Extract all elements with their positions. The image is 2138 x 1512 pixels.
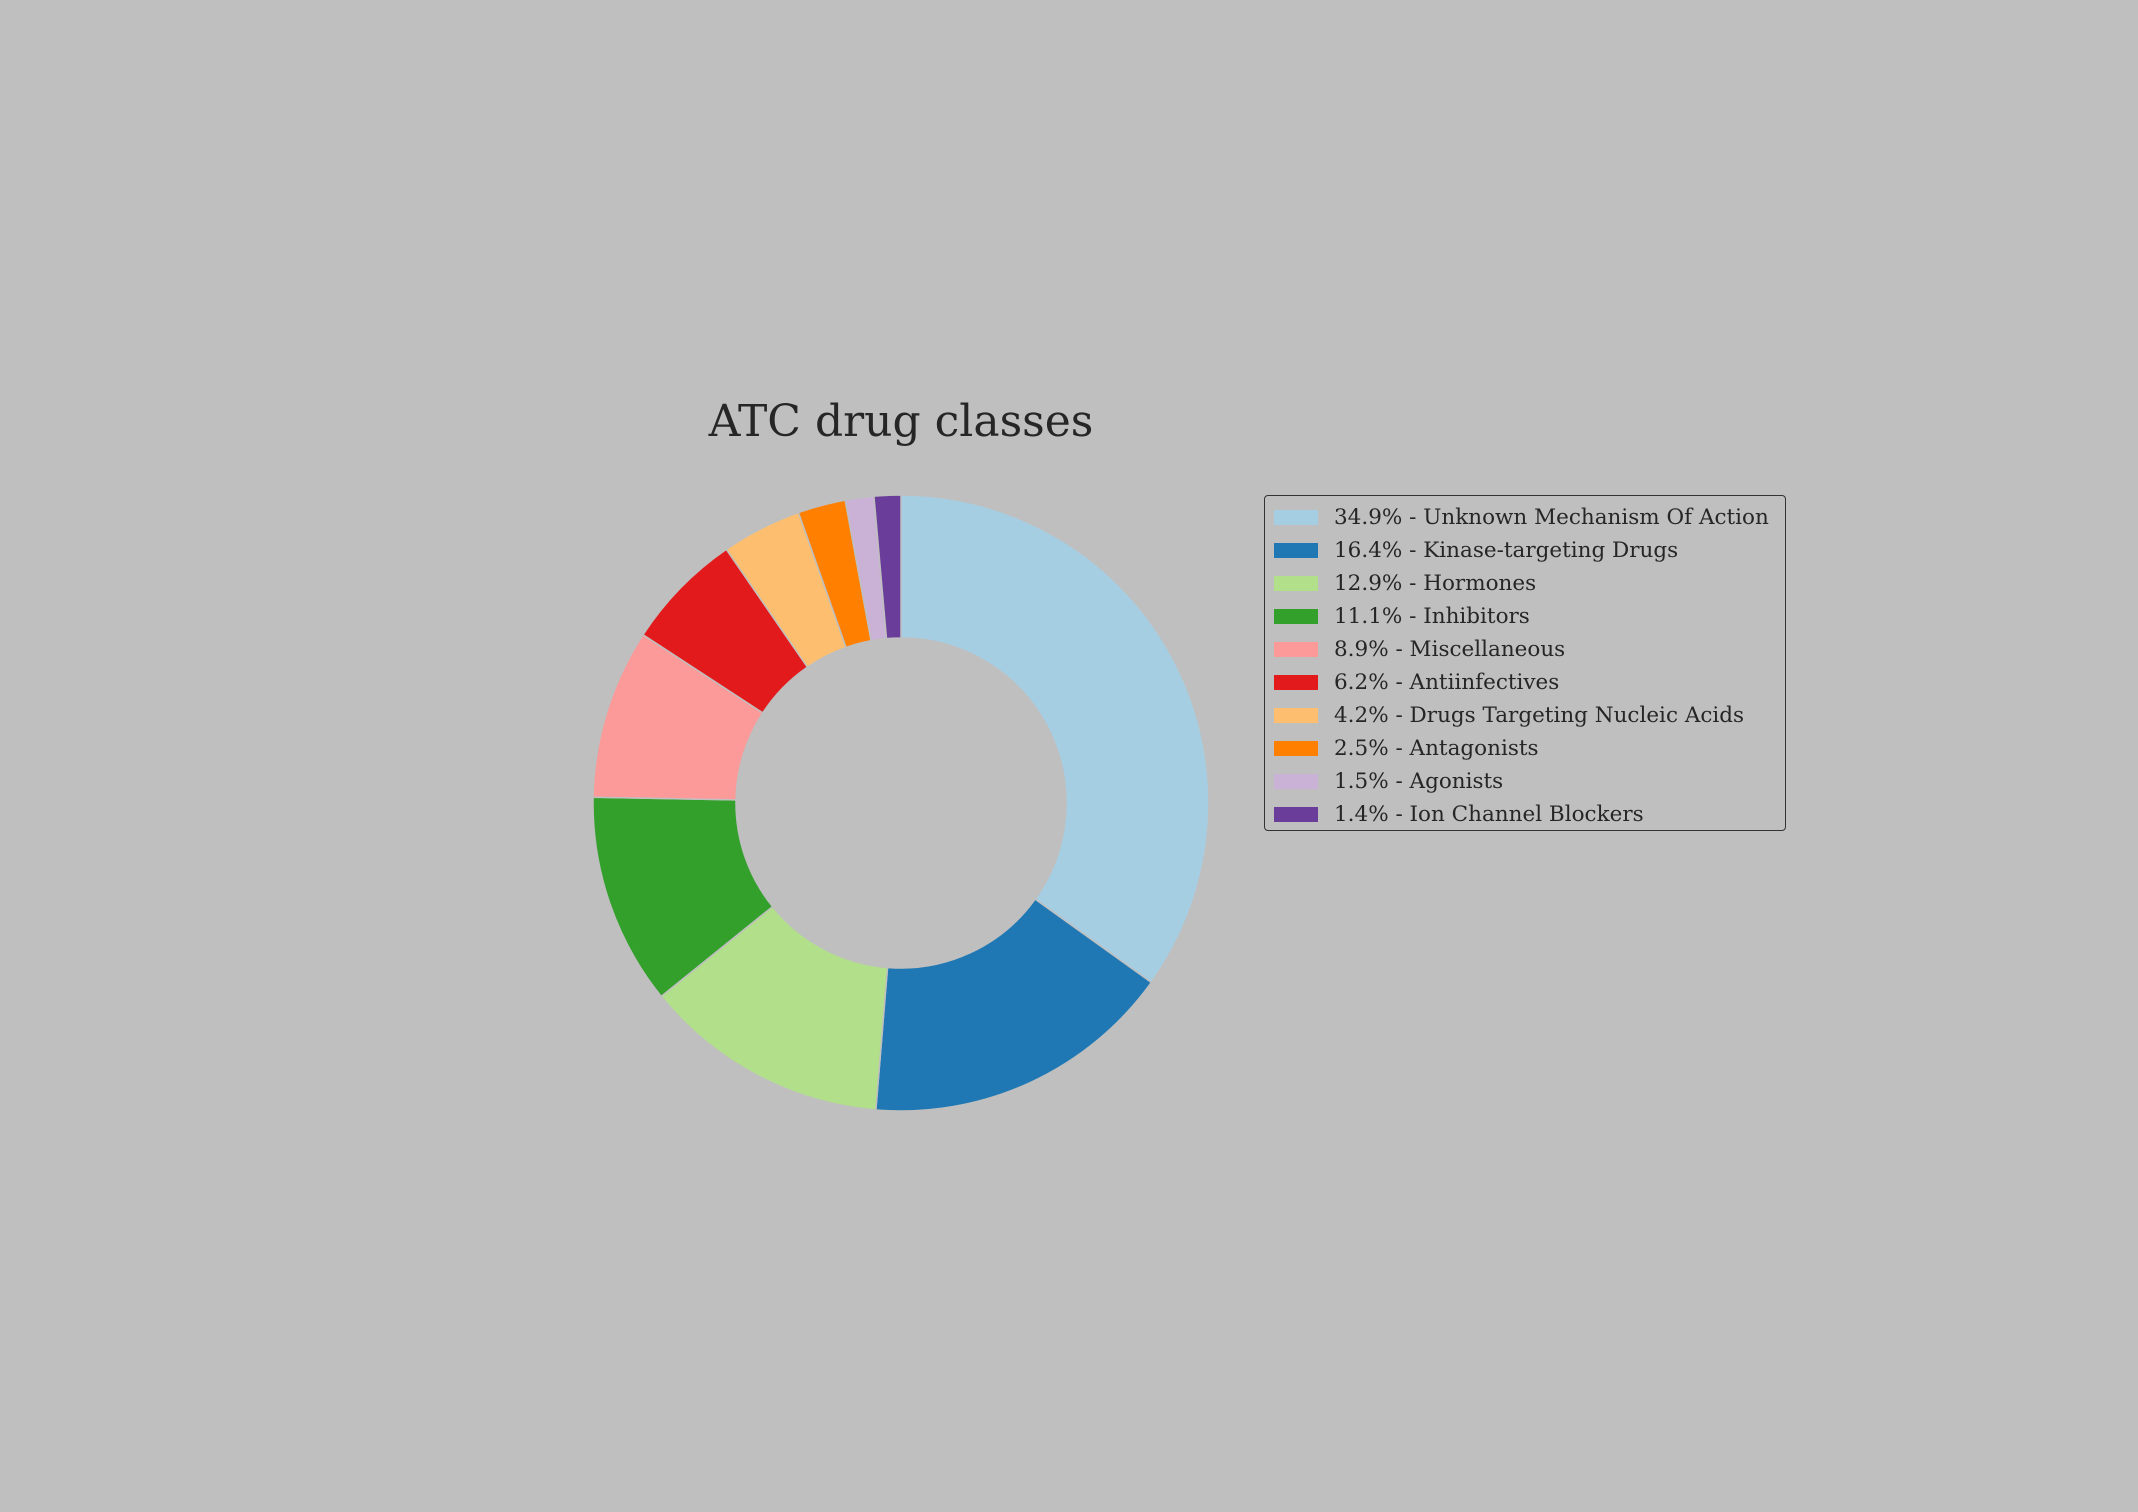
legend-label: 34.9% - Unknown Mechanism Of Action bbox=[1334, 505, 1769, 530]
donut-slice-1 bbox=[875, 898, 1153, 1112]
legend-label: 11.1% - Inhibitors bbox=[1334, 604, 1530, 629]
legend-swatch bbox=[1274, 543, 1318, 558]
legend-label: 4.2% - Drugs Targeting Nucleic Acids bbox=[1334, 703, 1745, 728]
legend-item: 1.4% - Ion Channel Blockers bbox=[1274, 798, 1777, 831]
legend: 34.9% - Unknown Mechanism Of Action 16.4%… bbox=[1264, 495, 1786, 831]
legend-item: 12.9% - Hormones bbox=[1274, 567, 1777, 600]
legend-item: 11.1% - Inhibitors bbox=[1274, 600, 1777, 633]
legend-label: 1.5% - Agonists bbox=[1334, 769, 1504, 794]
legend-swatch bbox=[1274, 741, 1318, 756]
donut-slice-0 bbox=[900, 494, 1210, 984]
legend-item: 4.2% - Drugs Targeting Nucleic Acids bbox=[1274, 699, 1777, 732]
legend-label: 2.5% - Antagonists bbox=[1334, 736, 1539, 761]
legend-item: 1.5% - Agonists bbox=[1274, 765, 1777, 798]
legend-item: 2.5% - Antagonists bbox=[1274, 732, 1777, 765]
legend-label: 1.4% - Ion Channel Blockers bbox=[1334, 802, 1644, 827]
legend-label: 8.9% - Miscellaneous bbox=[1334, 637, 1566, 662]
donut-slice-2 bbox=[660, 905, 889, 1111]
legend-item: 34.9% - Unknown Mechanism Of Action bbox=[1274, 501, 1777, 534]
legend-label: 12.9% - Hormones bbox=[1334, 571, 1537, 596]
legend-swatch bbox=[1274, 576, 1318, 591]
legend-label: 6.2% - Antiinfectives bbox=[1334, 670, 1560, 695]
legend-swatch bbox=[1274, 708, 1318, 723]
chart-title: ATC drug classes bbox=[708, 396, 1094, 447]
legend-swatch bbox=[1274, 774, 1318, 789]
legend-swatch bbox=[1274, 807, 1318, 822]
legend-item: 8.9% - Miscellaneous bbox=[1274, 633, 1777, 666]
legend-item: 6.2% - Antiinfectives bbox=[1274, 666, 1777, 699]
legend-item: 16.4% - Kinase-targeting Drugs bbox=[1274, 534, 1777, 567]
legend-swatch bbox=[1274, 642, 1318, 657]
legend-label: 16.4% - Kinase-targeting Drugs bbox=[1334, 538, 1679, 563]
legend-swatch bbox=[1274, 675, 1318, 690]
legend-swatch bbox=[1274, 510, 1318, 525]
legend-swatch bbox=[1274, 609, 1318, 624]
donut-slice-9 bbox=[873, 494, 902, 640]
